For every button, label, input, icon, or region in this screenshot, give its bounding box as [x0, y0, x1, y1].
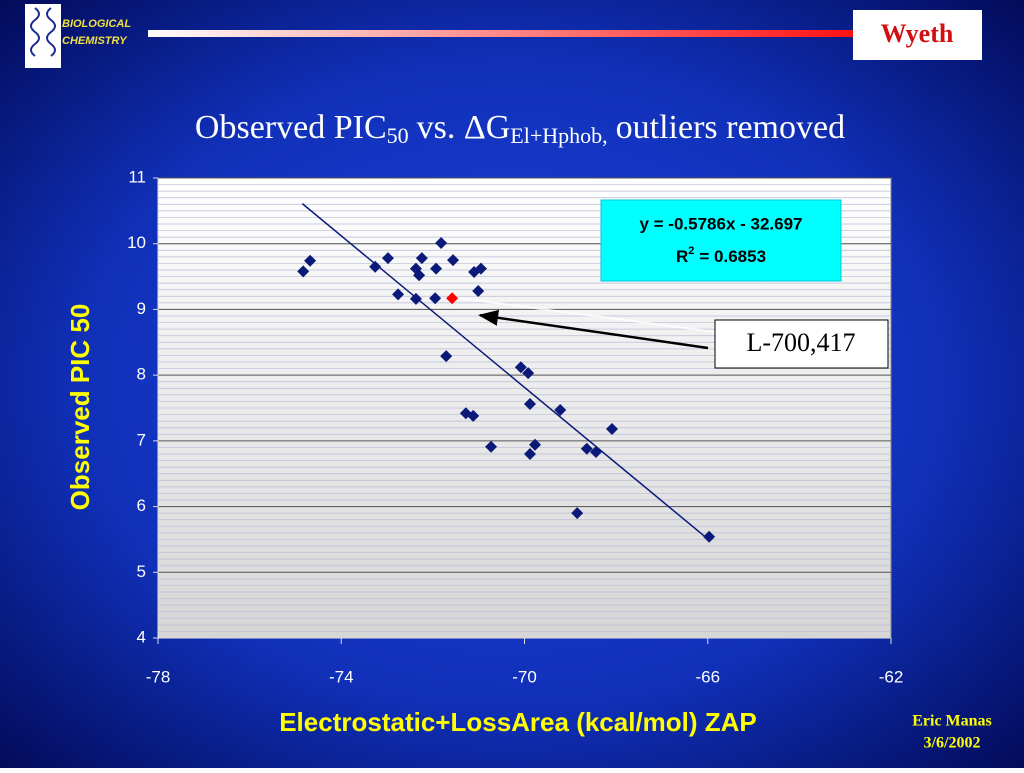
callout-box — [714, 319, 889, 369]
equation: y = -0.5786x - 32.697 — [639, 214, 802, 233]
title-part: vs. ΔG — [417, 109, 511, 146]
r-squared: R2 = 0.6853 — [676, 245, 766, 267]
y-tick-label: 9 — [137, 299, 146, 318]
point — [392, 288, 405, 301]
callout-arrow — [478, 309, 709, 350]
point — [554, 403, 567, 416]
point — [467, 409, 480, 422]
callout-shadow — [459, 297, 716, 333]
title-part: El+Hphob, — [510, 123, 607, 148]
r-squared-value: = 0.6853 — [699, 247, 766, 266]
chart-title: Observed PIC50 vs. ΔGEl+Hphob, outliers re… — [195, 109, 845, 148]
y-tick-label: 5 — [137, 562, 146, 581]
point — [435, 237, 448, 250]
author: Eric Manas — [912, 713, 992, 730]
y-tick-label: 11 — [128, 167, 146, 186]
point — [474, 262, 487, 275]
title-part: Observed PIC — [195, 109, 387, 146]
unit-name: CHEMISTRY — [62, 35, 128, 47]
point — [409, 292, 422, 305]
y-tick-label: 8 — [137, 365, 146, 384]
logo-helix — [30, 7, 56, 57]
point — [429, 292, 442, 305]
x-axis-title: Electrostatic+LossArea (kcal/mol) ZAP — [279, 707, 757, 737]
equation-box — [600, 199, 842, 282]
point — [485, 440, 498, 453]
date: 3/6/2002 — [924, 735, 981, 752]
r-squared-exponent: 2 — [688, 245, 694, 257]
trendline — [301, 203, 710, 541]
y-tick-label: 6 — [137, 496, 146, 515]
point — [304, 254, 317, 267]
x-tick-label: -70 — [512, 667, 537, 686]
company-logo — [853, 10, 982, 60]
y-tick-label: 10 — [127, 233, 146, 252]
plot: 4 5 6 7 8 9 10 11 -78 -74 -70 -66 -62 L-700,417 y = -0… — [127, 167, 903, 686]
point — [415, 252, 428, 265]
header-rule — [148, 30, 860, 37]
point — [472, 285, 485, 298]
point — [606, 423, 619, 436]
callout-label: L-700,417 — [746, 328, 855, 357]
point — [369, 260, 382, 273]
point — [703, 530, 716, 543]
y-tick-label: 7 — [137, 430, 146, 449]
point — [440, 350, 453, 363]
point — [580, 442, 593, 455]
point — [529, 438, 542, 451]
x-tick-label: -78 — [146, 667, 171, 686]
point — [589, 446, 602, 459]
unit-name: BIOLOGICAL — [62, 18, 131, 30]
y-tick-label: 4 — [137, 627, 146, 646]
point — [571, 507, 584, 520]
point — [413, 269, 426, 282]
point — [522, 367, 535, 380]
company-name: Wyeth — [881, 19, 954, 48]
r-squared-symbol: R — [676, 247, 688, 266]
x-tick-label: -74 — [329, 667, 354, 686]
point — [430, 262, 443, 275]
point — [381, 252, 394, 265]
title-part: outliers removed — [616, 109, 845, 146]
highlight-point — [446, 292, 459, 305]
logo — [25, 4, 61, 68]
point — [514, 361, 527, 374]
title-part: 50 — [387, 123, 409, 148]
point — [523, 448, 536, 460]
x-tick-label: -62 — [879, 667, 904, 686]
point — [523, 398, 536, 411]
y-axis-title: Observed PIC 50 — [65, 304, 95, 511]
point — [297, 265, 310, 278]
x-tick-label: -66 — [695, 667, 720, 686]
point — [447, 254, 460, 267]
